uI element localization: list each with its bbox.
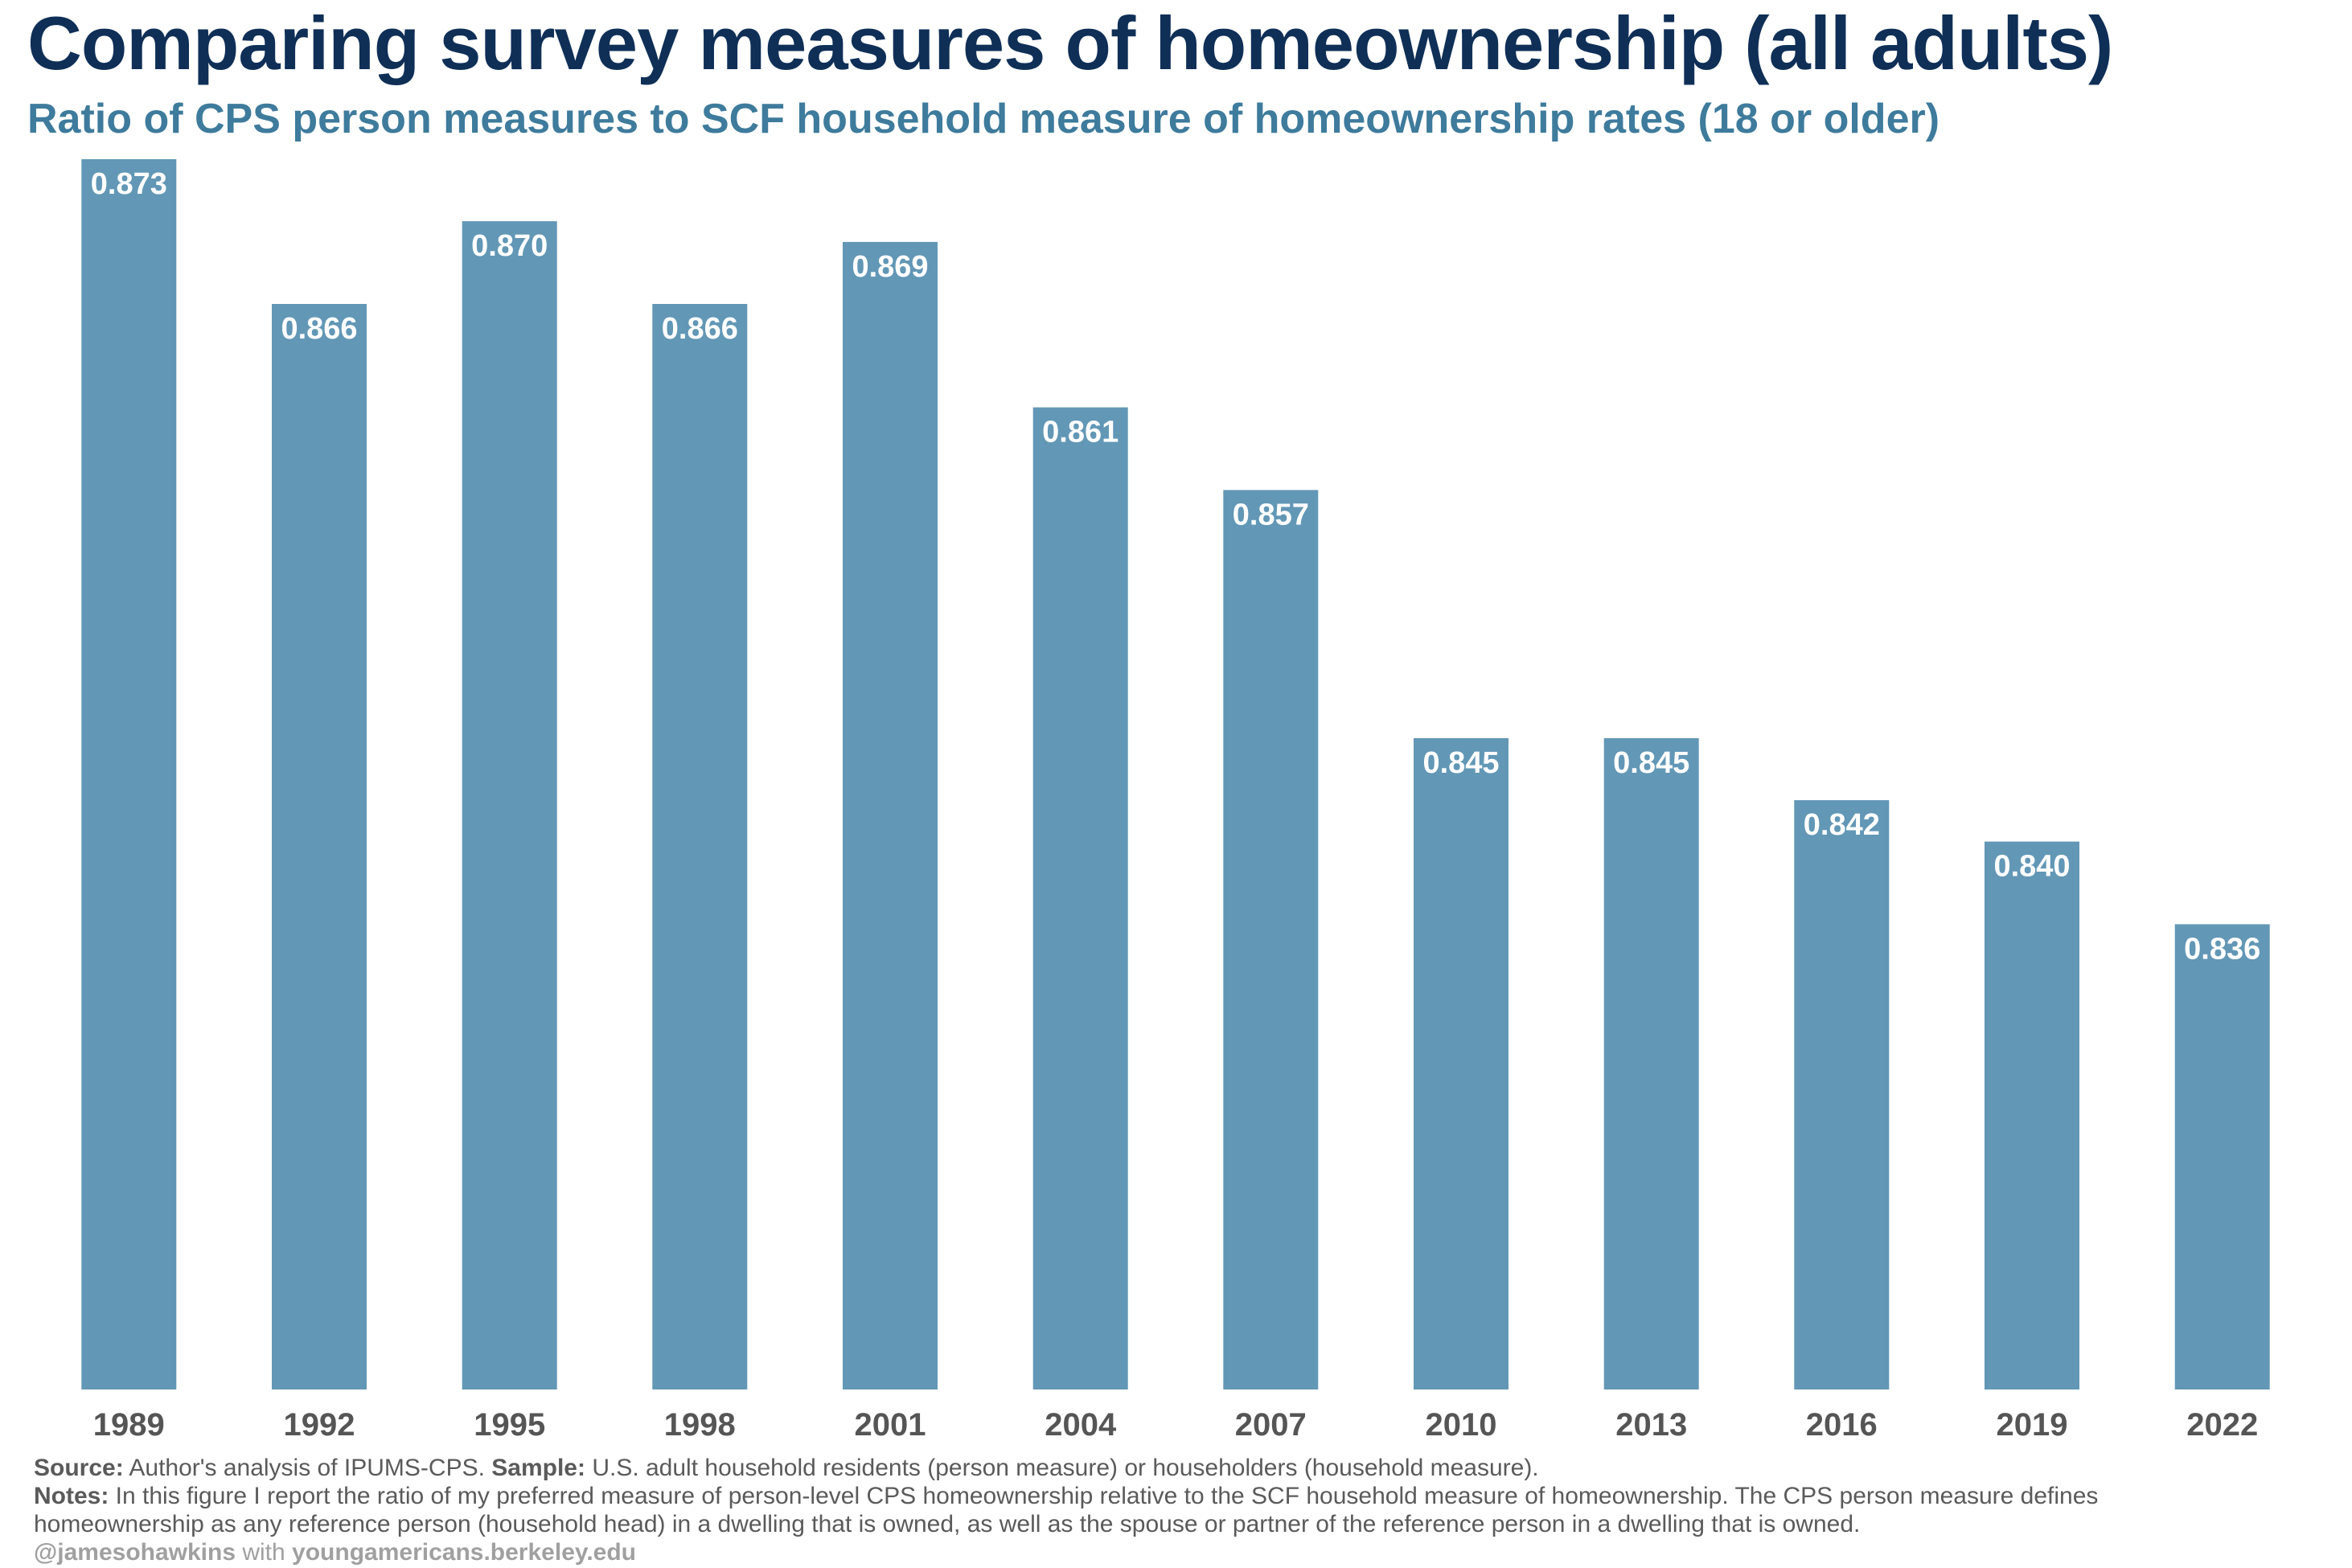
credit-line: @jamesohawkins with youngamericans.berke…	[34, 1538, 2334, 1566]
chart-footer: Source: Author's analysis of IPUMS-CPS. …	[34, 1454, 2334, 1566]
value-label-2019: 0.840	[1993, 850, 2070, 884]
bar-2004	[1032, 407, 1128, 1390]
value-label-2022: 0.836	[2184, 932, 2260, 966]
x-tick-label-1992: 1992	[284, 1407, 355, 1443]
bar-2010	[1414, 738, 1508, 1389]
notes-label: Notes:	[34, 1483, 109, 1509]
x-tick-label-2013: 2013	[1615, 1407, 1687, 1443]
bar-2001	[843, 241, 938, 1389]
source-text: Author's analysis of IPUMS-CPS.	[123, 1455, 492, 1481]
value-label-1989: 0.873	[91, 167, 167, 201]
bar-2007	[1223, 490, 1319, 1389]
value-label-2016: 0.842	[1804, 808, 1880, 842]
x-tick-label-2004: 2004	[1045, 1407, 1117, 1443]
x-tick-label-1995: 1995	[474, 1407, 545, 1443]
credit-with: with	[236, 1539, 293, 1566]
bar-1989	[81, 159, 177, 1389]
bar-1992	[272, 304, 367, 1389]
bar-2013	[1603, 738, 1699, 1389]
bar-2022	[2174, 924, 2270, 1389]
value-label-1992: 0.866	[281, 312, 357, 346]
bars-layer	[81, 159, 2270, 1390]
x-tick-label-1989: 1989	[93, 1407, 165, 1443]
value-label-2001: 0.869	[852, 250, 928, 284]
value-label-2013: 0.845	[1613, 746, 1689, 780]
bar-1998	[652, 304, 748, 1389]
bar-1995	[462, 221, 557, 1390]
value-label-2007: 0.857	[1233, 498, 1309, 532]
value-label-1995: 0.870	[471, 229, 548, 263]
chart-title: Comparing survey measures of homeownersh…	[27, 1, 2113, 85]
bar-chart: 0.873 0.866 0.870 0.866 0.869 0.861 0.857 0.845…	[81, 159, 2270, 1443]
sample-text: U.S. adult household residents (person m…	[585, 1455, 1539, 1481]
x-tick-label-2007: 2007	[1235, 1407, 1307, 1443]
x-tick-label-2016: 2016	[1806, 1407, 1878, 1443]
bar-2016	[1794, 800, 1890, 1389]
author-handle: @jamesohawkins	[34, 1539, 236, 1566]
value-label-2004: 0.861	[1042, 416, 1119, 449]
x-tick-labels-layer: 1989 1992 1995 1998 2001 2004 2007 2010 2013 2016…	[93, 1407, 2258, 1443]
source-line: Source: Author's analysis of IPUMS-CPS. …	[34, 1454, 2334, 1482]
website-link: youngamericans.berkeley.edu	[292, 1539, 637, 1566]
x-tick-label-1998: 1998	[664, 1407, 736, 1443]
value-labels-layer: 0.873 0.866 0.870 0.866 0.869 0.861 0.857 0.845…	[91, 167, 2260, 966]
x-tick-label-2019: 2019	[1997, 1407, 2068, 1443]
x-tick-label-2022: 2022	[2186, 1407, 2258, 1443]
notes-line: Notes: In this figure I report the ratio…	[34, 1482, 2334, 1510]
chart-subtitle: Ratio of CPS person measures to SCF hous…	[27, 96, 1940, 142]
value-label-1998: 0.866	[662, 312, 738, 346]
notes-text-2: homeownership as any reference person (h…	[34, 1511, 1861, 1537]
x-tick-label-2001: 2001	[855, 1407, 926, 1443]
value-label-2010: 0.845	[1422, 746, 1499, 780]
bar-2019	[1985, 841, 2079, 1389]
source-label: Source:	[34, 1455, 124, 1481]
notes-text-1: In this figure I report the ratio of my …	[109, 1483, 2099, 1509]
sample-label: Sample:	[491, 1455, 585, 1481]
notes-line-2: homeownership as any reference person (h…	[34, 1510, 2334, 1538]
x-tick-label-2010: 2010	[1426, 1407, 1497, 1443]
